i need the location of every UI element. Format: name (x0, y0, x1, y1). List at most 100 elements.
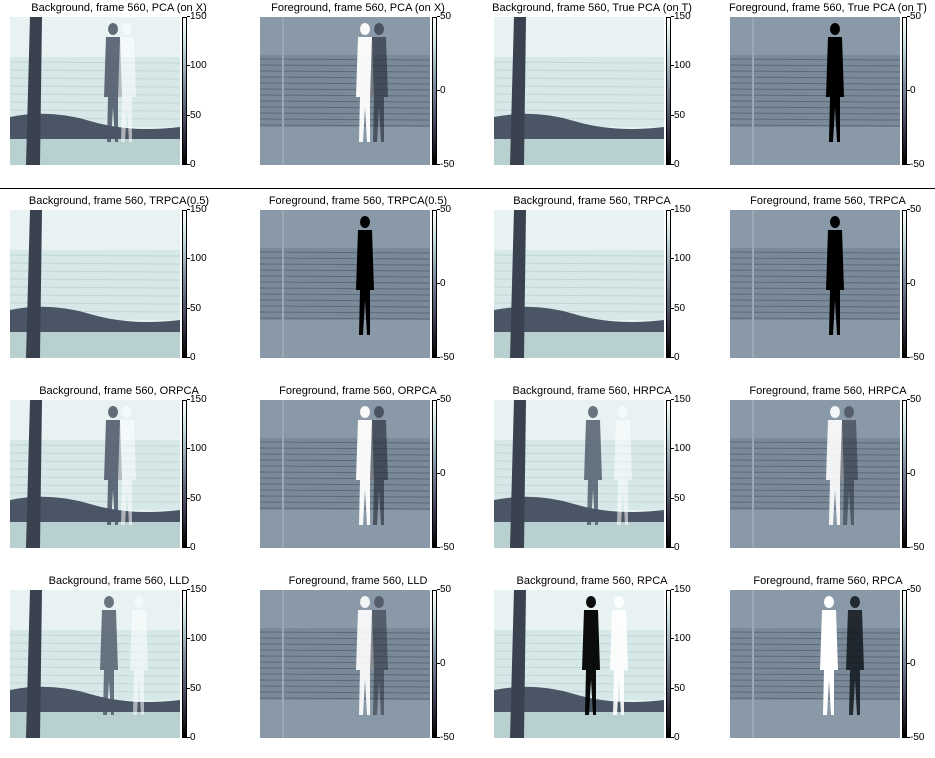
panel-title: Background, frame 560, TRPCA(0.5) (28, 195, 210, 207)
colorbar-tick-label: -50 (436, 159, 455, 170)
colorbar-tick-label: 50 (436, 204, 452, 215)
colorbar-tick-label: -50 (436, 732, 455, 743)
colorbar-tick-label: 50 (906, 394, 922, 405)
panel-title: Background, frame 560, HRPCA (512, 385, 672, 397)
colorbar-tick-label: -50 (906, 732, 925, 743)
colorbar-tick-label: 0 (437, 278, 446, 289)
colorbar-tick-label: 0 (187, 352, 196, 363)
colorbar (432, 590, 437, 738)
panel-title: Foreground, frame 560, PCA (on X) (271, 2, 445, 14)
panel-title: Foreground, frame 560, RPCA (753, 575, 903, 587)
residual-sea (260, 55, 430, 127)
colorbar-tick-label: 150 (671, 11, 691, 22)
foreground-panel: Foreground, frame 560, TRPCA(0.5) 50 0 -50 (243, 193, 473, 373)
person-ghost (130, 596, 148, 715)
colorbar-tick-label: 150 (187, 584, 207, 595)
colorbar-tick-label: 0 (907, 85, 916, 96)
colorbar-tick-label: 0 (437, 658, 446, 669)
residual-sea (730, 438, 900, 510)
frame-image (10, 400, 180, 548)
frame-image (494, 590, 664, 738)
colorbar-tick-label: 50 (906, 11, 922, 22)
colorbar-tick-label: 50 (670, 302, 686, 314)
colorbar (432, 17, 437, 165)
colorbar-tick-label: 100 (187, 60, 207, 72)
colorbar (902, 17, 907, 165)
colorbar-tick-label: 100 (671, 60, 691, 72)
background-panel: Background, frame 560, ORPCA 150 100 50 0 (4, 383, 234, 563)
colorbar-tick-label: 100 (187, 253, 207, 265)
colorbar (902, 400, 907, 548)
panel-title: Background, frame 560, TRPCA (513, 195, 671, 207)
colorbar-tick-label: 0 (187, 542, 196, 553)
residual-trunk-edge (752, 590, 754, 738)
colorbar-tick-label: -50 (906, 352, 925, 363)
residual-sea (730, 55, 900, 127)
colorbar-tick-label: -50 (436, 542, 455, 553)
residual-sea (260, 248, 430, 320)
person-ghost (370, 23, 388, 142)
colorbar-tick-label: 50 (186, 492, 202, 504)
colorbar (182, 17, 187, 165)
colorbar (902, 590, 907, 738)
colorbar-tick-label: 0 (671, 352, 680, 363)
colorbar (182, 590, 187, 738)
frame-image (260, 590, 430, 738)
palm-trunk (26, 400, 42, 548)
foreground-panel: Foreground, frame 560, TRPCA 50 0 -50 (713, 193, 935, 373)
colorbar-tick-label: 150 (671, 394, 691, 405)
residual-sea (730, 248, 900, 320)
foreground-panel: Foreground, frame 560, PCA (on X) 50 0 -50 (243, 0, 473, 180)
residual-sea (260, 628, 430, 700)
colorbar-tick-label: 150 (671, 204, 691, 215)
colorbar-tick-label: 50 (670, 682, 686, 694)
background-panel: Background, frame 560, TRPCA(0.5) 150 100 5… (4, 193, 234, 373)
background-panel: Background, frame 560, PCA (on X) 150 100 5… (4, 0, 234, 180)
colorbar (182, 400, 187, 548)
palm-trunk (26, 590, 42, 738)
person-silhouette (104, 406, 122, 525)
colorbar-tick-label: 50 (186, 682, 202, 694)
frame-image (260, 210, 430, 358)
palm-trunk (510, 17, 526, 165)
colorbar-tick-label: -50 (436, 352, 455, 363)
person-foreground (826, 406, 844, 525)
frame-image (494, 17, 664, 165)
colorbar-tick-label: 100 (671, 633, 691, 645)
palm-trunk (510, 400, 526, 548)
residual-sea (730, 628, 900, 700)
background-panel: Background, frame 560, True PCA (on T) 15… (477, 0, 707, 180)
colorbar (902, 210, 907, 358)
background-panel: Background, frame 560, HRPCA 150 100 50 0 (477, 383, 707, 563)
frame-image (10, 210, 180, 358)
frame-image (730, 590, 900, 738)
shore-rocks (10, 306, 180, 335)
colorbar-tick-label: 0 (671, 542, 680, 553)
residual-trunk-edge (752, 400, 754, 548)
panel-title: Background, frame 560, PCA (on X) (31, 2, 207, 14)
person-ghost (840, 406, 858, 525)
panel-title: Foreground, frame 560, TRPCA (750, 195, 906, 207)
frame-image (730, 17, 900, 165)
colorbar-tick-label: 0 (907, 468, 916, 479)
palm-trunk (510, 210, 526, 358)
frame-image (494, 400, 664, 548)
person-ghost (614, 406, 632, 525)
colorbar-tick-label: 100 (187, 633, 207, 645)
foreground-panel: Foreground, frame 560, True PCA (on T) 50… (713, 0, 935, 180)
colorbar (182, 210, 187, 358)
person-ghost (118, 23, 136, 142)
panel-title: Foreground, frame 560, TRPCA(0.5) (268, 195, 448, 207)
colorbar-tick-label: -50 (906, 542, 925, 553)
row-divider (0, 188, 935, 189)
colorbar-tick-label: 100 (671, 443, 691, 455)
foreground-panel: Foreground, frame 560, HRPCA 50 0 -50 (713, 383, 935, 563)
frame-image (260, 17, 430, 165)
frame-image (730, 400, 900, 548)
person-foreground (356, 216, 374, 335)
colorbar-tick-label: 50 (436, 11, 452, 22)
colorbar-tick-label: 50 (906, 204, 922, 215)
colorbar-tick-label: 0 (671, 159, 680, 170)
residual-trunk-edge (752, 17, 754, 165)
colorbar-tick-label: 100 (671, 253, 691, 265)
